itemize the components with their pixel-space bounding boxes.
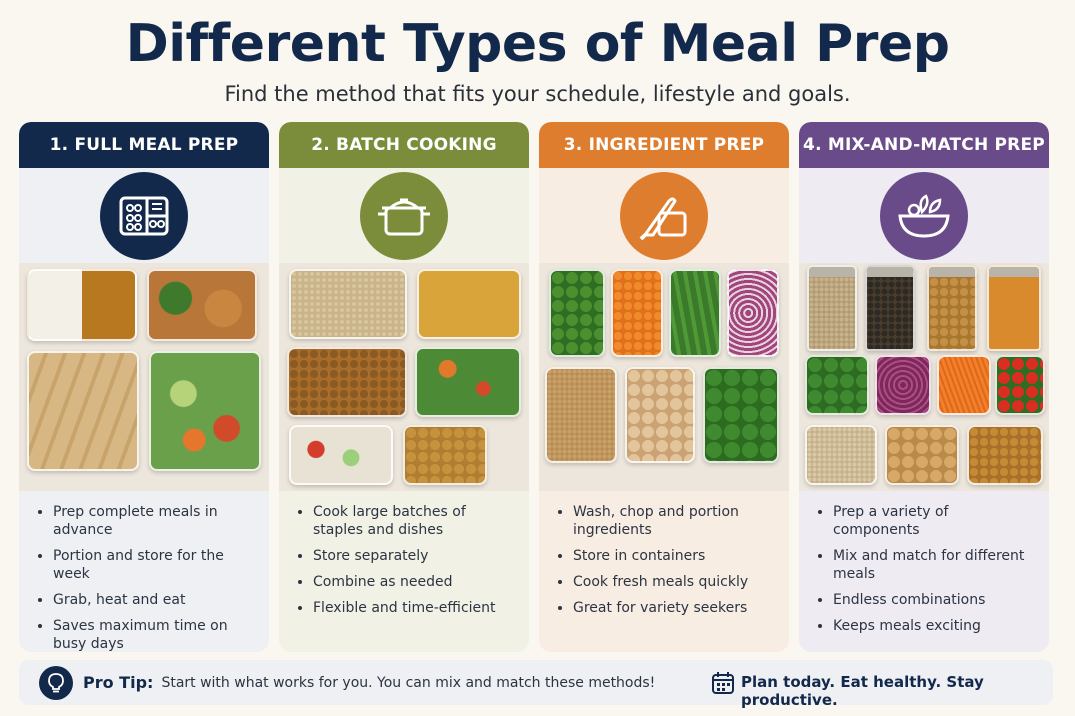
card-heading: 4. MIX-AND-MATCH PREP [799,122,1049,168]
page-title: Different Types of Meal Prep [125,14,950,74]
list-item: Mix and match for different meals [833,547,1035,583]
card-mix-and-match-prep: 4. MIX-AND-MATCH PREP Prep a variety of … [799,122,1049,652]
list-item: Portion and store for the week [53,547,255,583]
card-full-meal-prep: 1. FULL MEAL PREP Pr [19,122,269,652]
meal-containers-photo [19,263,269,491]
bullet-list: Prep complete meals in advance Portion a… [19,491,269,652]
list-item: Cook fresh meals quickly [573,573,775,591]
list-item: Prep complete meals in advance [53,503,255,539]
bullet-list: Cook large batches of staples and dishes… [279,491,529,652]
cooking-pot-icon [360,171,448,260]
list-item: Combine as needed [313,573,515,591]
list-item: Saves maximum time on busy days [53,617,255,652]
bento-box-icon [100,171,188,260]
list-item: Flexible and time-efficient [313,599,515,617]
card-heading: 3. INGREDIENT PREP [539,122,789,168]
list-item: Prep a variety of components [833,503,1035,539]
ingredient-containers-photo [539,263,789,491]
salad-bowl-icon [880,171,968,260]
list-item: Grab, heat and eat [53,591,255,609]
list-item: Endless combinations [833,591,1035,609]
list-item: Cook large batches of staples and dishes [313,503,515,539]
tip-text: Start with what works for you. You can m… [161,674,656,691]
knife-board-icon [620,171,708,260]
card-heading: 2. BATCH COOKING [279,122,529,168]
batch-containers-photo [279,263,529,491]
tagline: Plan today. Eat healthy. Stay productive… [741,673,984,709]
list-item: Store in containers [573,547,775,565]
tip-label: Pro Tip: [83,673,154,692]
calendar-icon [711,671,735,699]
lightbulb-icon [39,665,73,700]
card-batch-cooking: 2. BATCH COOKING Cook large batches of s… [279,122,529,652]
pro-tip-bar: Pro Tip: Start with what works for you. … [19,660,1053,709]
list-item: Keeps meals exciting [833,617,1035,635]
card-ingredient-prep: 3. INGREDIENT PREP Wash, chop and portio… [539,122,789,652]
list-item: Store separately [313,547,515,565]
list-item: Wash, chop and portion ingredients [573,503,775,539]
page-subtitle: Find the method that fits your schedule,… [224,82,851,106]
bullet-list: Prep a variety of components Mix and mat… [799,491,1049,652]
jars-containers-photo [799,263,1049,491]
card-heading: 1. FULL MEAL PREP [19,122,269,168]
bullet-list: Wash, chop and portion ingredients Store… [539,491,789,652]
list-item: Great for variety seekers [573,599,775,617]
